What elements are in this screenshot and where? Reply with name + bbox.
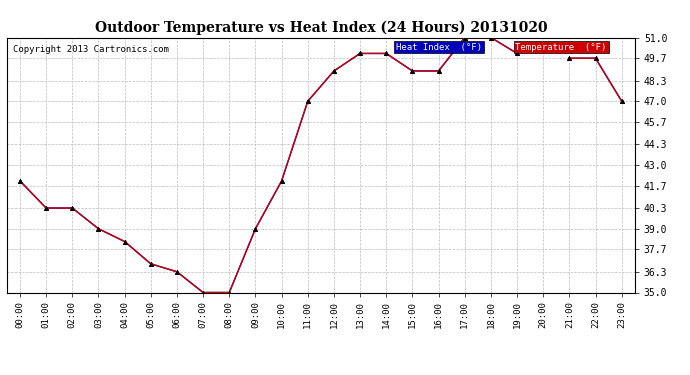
Text: Heat Index  (°F): Heat Index (°F) <box>396 43 482 52</box>
Text: Temperature  (°F): Temperature (°F) <box>515 43 607 52</box>
Text: Copyright 2013 Cartronics.com: Copyright 2013 Cartronics.com <box>13 45 169 54</box>
Title: Outdoor Temperature vs Heat Index (24 Hours) 20131020: Outdoor Temperature vs Heat Index (24 Ho… <box>95 21 547 35</box>
